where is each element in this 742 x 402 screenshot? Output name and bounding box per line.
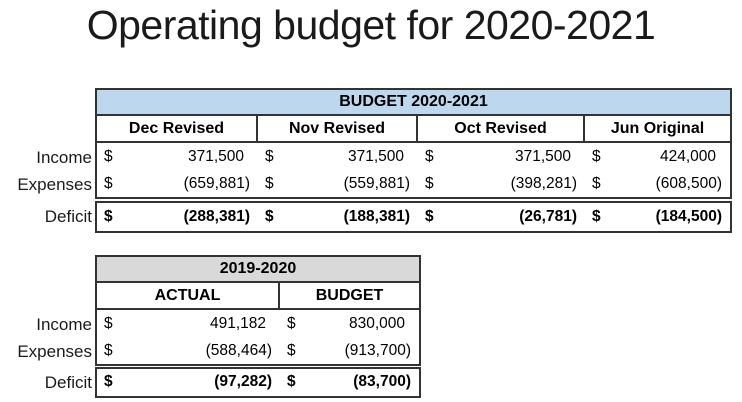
prior-year-table-body: $ 491,182 $ 830,000 $ (588,464) $ (913,7… — [95, 308, 421, 366]
table-row-deficit: $ (97,282) $ (83,700) — [97, 369, 419, 395]
cell-value: (188,381) — [343, 208, 410, 225]
cell-value: (559,881) — [343, 174, 410, 192]
cell-deficit-jun: $ (184,500) — [585, 203, 730, 231]
cell-expenses-jun: $ (608,500) — [585, 171, 730, 198]
budget-table-column-headers: Dec Revised Nov Revised Oct Revised Jun … — [95, 114, 732, 143]
currency-symbol: $ — [265, 174, 274, 192]
currency-symbol: $ — [104, 315, 113, 333]
cell-deficit-dec: $ (288,381) — [97, 203, 258, 231]
row-label-expenses: Expenses — [17, 342, 92, 361]
column-header-budget: BUDGET — [315, 286, 384, 304]
cell-value: (288,381) — [183, 208, 250, 225]
row-label-deficit: Deficit — [44, 207, 92, 226]
currency-symbol: $ — [287, 341, 296, 359]
cell-value: (83,700) — [353, 373, 411, 390]
currency-symbol: $ — [592, 174, 601, 192]
cell-expenses-nov: $ (559,881) — [258, 171, 418, 198]
cell-value: (913,700) — [344, 341, 411, 359]
cell-value: (184,500) — [655, 208, 722, 225]
cell-income-oct: $ 371,500 — [418, 144, 585, 171]
currency-symbol: $ — [425, 148, 434, 166]
cell-income-dec: $ 371,500 — [97, 144, 258, 171]
cell-deficit-actual: $ (97,282) — [97, 369, 280, 395]
column-header-jun-original: Jun Original — [610, 119, 705, 137]
column-header-dec-revised: Dec Revised — [97, 116, 258, 141]
currency-symbol: $ — [104, 174, 113, 192]
row-label-deficit: Deficit — [44, 373, 92, 392]
currency-symbol: $ — [287, 373, 296, 390]
currency-symbol: $ — [287, 315, 296, 333]
row-label-income: Income — [36, 148, 92, 167]
row-label-expenses: Expenses — [17, 175, 92, 194]
prior-year-deficit-row: $ (97,282) $ (83,700) — [95, 367, 421, 398]
cell-value: (26,781) — [519, 208, 577, 225]
currency-symbol: $ — [425, 208, 434, 225]
currency-symbol: $ — [104, 373, 113, 390]
cell-income-nov: $ 371,500 — [258, 144, 418, 171]
cell-income-jun: $ 424,000 — [585, 144, 730, 171]
currency-symbol: $ — [104, 208, 113, 225]
cell-value: (588,464) — [205, 341, 272, 359]
cell-expenses-oct: $ (398,281) — [418, 171, 585, 198]
currency-symbol: $ — [104, 341, 113, 359]
budget-table-body: $ 371,500 $ 371,500 $ 371,500 $ 424,000 … — [95, 141, 732, 199]
currency-symbol: $ — [265, 208, 274, 225]
currency-symbol: $ — [104, 148, 113, 166]
prior-year-table-title: 2019-2020 — [95, 255, 421, 283]
cell-income-budget: $ 830,000 — [280, 311, 419, 338]
budget-table-deficit-row: $ (288,381) $ (188,381) $ (26,781) $ (18… — [95, 201, 732, 233]
currency-symbol: $ — [592, 148, 601, 166]
budget-table-title: BUDGET 2020-2021 — [95, 88, 732, 116]
cell-value: 830,000 — [348, 315, 405, 333]
table-row-income: $ 371,500 $ 371,500 $ 371,500 $ 424,000 — [97, 144, 730, 171]
cell-value: 371,500 — [187, 148, 244, 166]
cell-value: (97,282) — [214, 373, 272, 390]
cell-expenses-actual: $ (588,464) — [97, 338, 280, 365]
currency-symbol: $ — [265, 148, 274, 166]
row-label-income: Income — [36, 315, 92, 334]
cell-deficit-nov: $ (188,381) — [258, 203, 418, 231]
table-row-expenses: $ (588,464) $ (913,700) — [97, 338, 419, 365]
cell-value: 491,182 — [209, 315, 266, 333]
cell-expenses-budget: $ (913,700) — [280, 338, 419, 365]
cell-deficit-budget: $ (83,700) — [280, 369, 419, 395]
table-row-expenses: $ (659,881) $ (559,881) $ (398,281) $ (6… — [97, 171, 730, 198]
cell-expenses-dec: $ (659,881) — [97, 171, 258, 198]
page-title: Operating budget for 2020-2021 — [86, 2, 656, 48]
cell-value: (398,281) — [510, 174, 577, 192]
cell-value: 424,000 — [659, 148, 716, 166]
column-header-nov-revised: Nov Revised — [258, 116, 418, 141]
cell-value: (659,881) — [183, 174, 250, 192]
prior-year-column-headers: ACTUAL BUDGET — [95, 281, 421, 310]
cell-deficit-oct: $ (26,781) — [418, 203, 585, 231]
currency-symbol: $ — [592, 208, 601, 225]
table-row-income: $ 491,182 $ 830,000 — [97, 311, 419, 338]
table-row-deficit: $ (288,381) $ (188,381) $ (26,781) $ (18… — [97, 203, 730, 231]
currency-symbol: $ — [425, 174, 434, 192]
cell-value: (608,500) — [655, 174, 722, 192]
cell-value: 371,500 — [347, 148, 404, 166]
cell-income-actual: $ 491,182 — [97, 311, 280, 338]
cell-value: 371,500 — [514, 148, 571, 166]
column-header-oct-revised: Oct Revised — [418, 116, 585, 141]
column-header-actual: ACTUAL — [97, 283, 280, 308]
